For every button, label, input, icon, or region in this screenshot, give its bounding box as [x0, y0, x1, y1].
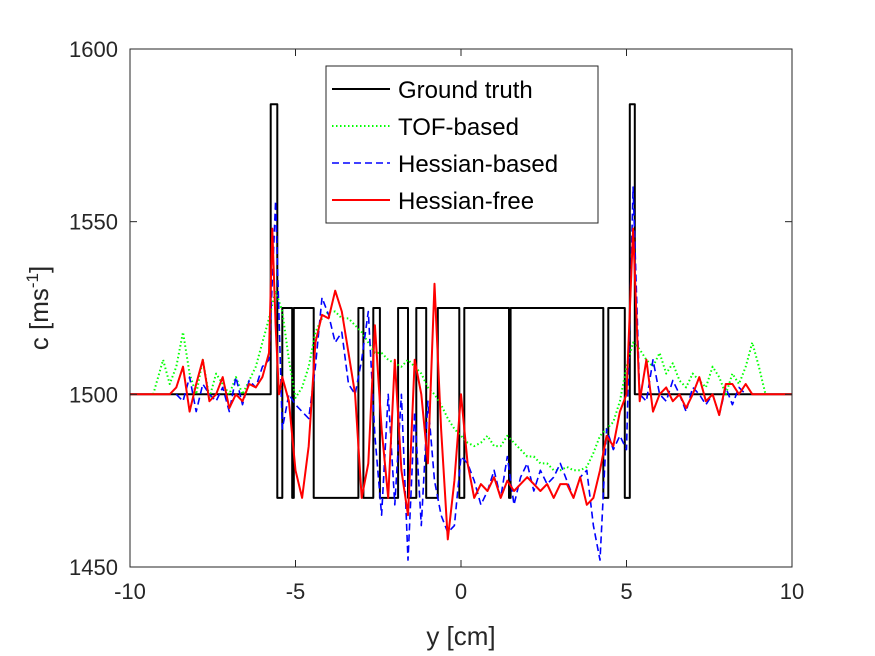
x-tick-label: 0 — [455, 579, 467, 604]
legend: Ground truth TOF-based Hessian-based Hessia… — [325, 65, 599, 224]
x-axis-label: y [cm] — [426, 621, 495, 651]
y-tick-label: 1600 — [69, 37, 118, 62]
y-axis-label-base: c [ms — [24, 288, 54, 350]
series-line-hessian-free — [130, 227, 792, 541]
y-tick-label: 1550 — [69, 210, 118, 235]
y-axis-label: c [ms-1] — [23, 266, 54, 350]
legend-label-hessian-free: Hessian-free — [398, 188, 534, 215]
x-tick-label: 10 — [780, 579, 804, 604]
series-line-ground-truth — [130, 103, 792, 499]
y-axis-label-superscript: -1 — [23, 273, 42, 288]
legend-label-tof-based: TOF-based — [398, 114, 519, 141]
x-tick-label: 5 — [620, 579, 632, 604]
y-tick-label: 1450 — [69, 555, 118, 580]
legend-items: Ground truth TOF-based Hessian-based Hessia… — [332, 77, 558, 215]
legend-box — [325, 65, 599, 224]
legend-label-hessian-based: Hessian-based — [398, 151, 558, 178]
series-line-tof-based — [152, 289, 767, 472]
y-tick-label: 1500 — [69, 382, 118, 407]
y-axis-label-close: ] — [24, 266, 54, 273]
series-layer — [130, 103, 792, 561]
ticks-layer: -10 -5 0 5 10 1450 1500 1550 1600 — [69, 37, 804, 604]
x-tick-label: -10 — [114, 579, 146, 604]
x-tick-label: -5 — [286, 579, 306, 604]
legend-label-ground-truth: Ground truth — [398, 77, 533, 104]
